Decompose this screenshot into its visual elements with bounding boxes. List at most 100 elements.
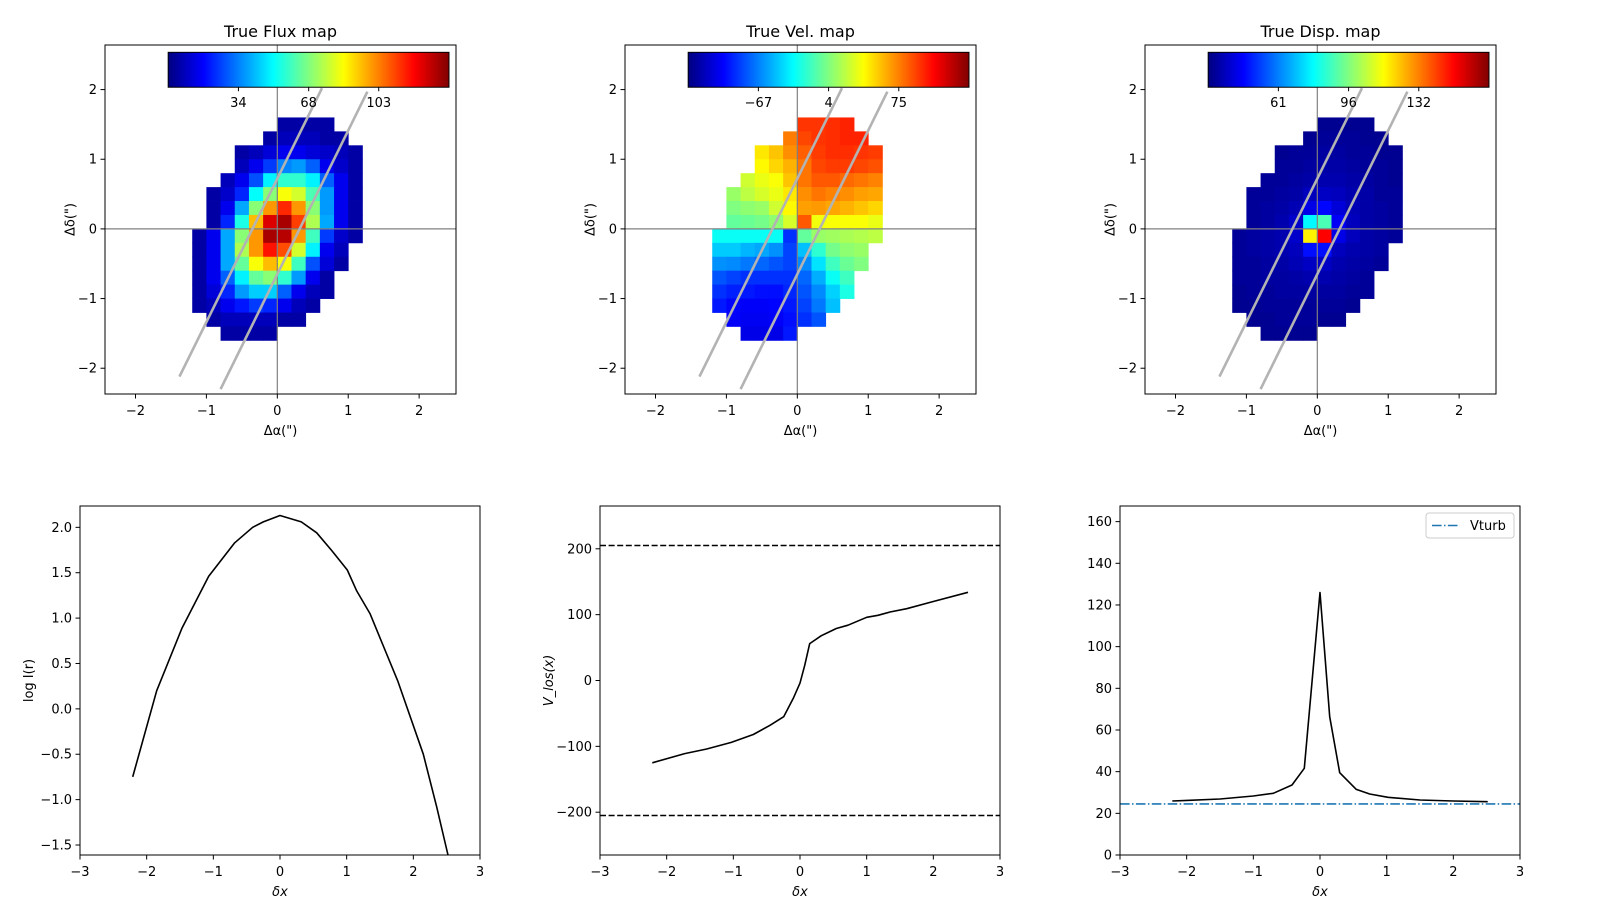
- heatmap-cell: [1317, 284, 1332, 299]
- heatmap-cell: [1274, 159, 1290, 174]
- heatmap-cell: [811, 201, 827, 216]
- heatmap-cell: [305, 214, 321, 230]
- heatmap-cell: [234, 201, 250, 216]
- colorbar-tick-label: 4: [824, 96, 832, 111]
- colorbar-tick-label: −67: [745, 96, 772, 111]
- heatmap-cell: [726, 214, 741, 230]
- y-tick-label: 200: [567, 542, 592, 557]
- heatmap-cell: [1246, 256, 1261, 272]
- heatmap-cell: [220, 312, 236, 327]
- y-tick-label: 80: [1095, 682, 1112, 697]
- heatmap-cell: [1345, 187, 1361, 202]
- x-tick-label: 0: [1316, 865, 1324, 880]
- plot-area: [131, 514, 449, 855]
- heatmap-cell: [291, 270, 307, 286]
- heatmap-cell: [854, 228, 869, 244]
- heatmap-cell: [305, 270, 321, 286]
- colorbar-tick-label: 68: [300, 96, 317, 111]
- heatmap-cell: [334, 214, 349, 230]
- axes-frame: [1119, 505, 1521, 856]
- y-tick-label: 1: [89, 153, 97, 168]
- heatmap-cell: [305, 187, 321, 202]
- x-tick-label: 3: [476, 865, 484, 880]
- heatmap-cell: [1331, 201, 1347, 216]
- heatmap-cell: [726, 242, 741, 258]
- heatmap-cell: [1331, 145, 1347, 160]
- heatmap-cell: [783, 326, 798, 341]
- heatmap-cell: [263, 228, 278, 244]
- heatmap-cell: [1288, 173, 1304, 188]
- heatmap-cell: [797, 270, 812, 286]
- x-tick-label: 0: [276, 865, 284, 880]
- heatmap-cell: [1260, 214, 1276, 230]
- heatmap-cell: [234, 173, 250, 188]
- heatmap-cell: [1331, 242, 1347, 258]
- panel-1: 34 68 103 −2 −1 0 1 2 −2 −1 0 1 2 True Flux map Δα(") Δ…: [64, 22, 457, 439]
- heatmap-cell: [1303, 256, 1318, 272]
- x-tick-label: 1: [343, 865, 351, 880]
- heatmap-cell: [712, 256, 727, 272]
- heatmap-cell: [291, 284, 307, 299]
- x-tick-label: −1: [1237, 404, 1256, 419]
- heatmap-cell: [248, 326, 264, 341]
- heatmap-cell: [768, 187, 784, 202]
- x-tick-label: −1: [717, 404, 736, 419]
- heatmap-cell: [319, 228, 335, 244]
- y-axis-label: V_los(x): [542, 655, 557, 707]
- heatmap-cell: [797, 131, 812, 146]
- heatmap-cell: [712, 242, 727, 258]
- heatmap-cell: [825, 159, 841, 174]
- heatmap-cell: [1317, 214, 1332, 230]
- panel-3: 61 96 132 −2 −1 0 1 2 −2 −1 0 1 2 True Disp. map Δα(")…: [1104, 22, 1497, 439]
- heatmap-cell: [1232, 284, 1247, 299]
- heatmap-cell: [854, 173, 869, 188]
- heatmap-cell: [263, 145, 278, 160]
- y-tick-label: −200: [556, 806, 592, 821]
- heatmap-cell: [1388, 145, 1403, 160]
- heatmap-cell: [206, 201, 221, 216]
- heatmap-cell: [1288, 187, 1304, 202]
- heatmap-cell: [825, 284, 841, 299]
- heatmap-cell: [811, 256, 827, 272]
- heatmap-cell: [319, 242, 335, 258]
- heatmap-cell: [768, 256, 784, 272]
- heatmap-cell: [1317, 131, 1332, 146]
- heatmap-cell: [1260, 173, 1276, 188]
- heatmap-cell: [263, 159, 278, 174]
- heatmap-cell: [825, 298, 841, 313]
- heatmap-cell: [1274, 187, 1290, 202]
- heatmap-cell: [334, 187, 349, 202]
- series-line: [1172, 591, 1488, 803]
- x-tick-label: −1: [1244, 865, 1263, 880]
- heatmap-cell: [712, 228, 727, 244]
- heatmap-cell: [740, 201, 756, 216]
- heatmap-cell: [839, 159, 855, 174]
- heatmap-cell: [740, 214, 756, 230]
- heatmap-cell: [768, 284, 784, 299]
- heatmap-cell: [868, 173, 883, 188]
- heatmap-cell: [1288, 242, 1304, 258]
- plot-area: [1145, 45, 1496, 394]
- heatmap-cell: [192, 242, 207, 258]
- y-tick-label: 0: [584, 674, 592, 689]
- heatmap-cell: [1388, 159, 1403, 174]
- heatmap-cell: [797, 284, 812, 299]
- heatmap-cell: [839, 187, 855, 202]
- heatmap-cell: [192, 256, 207, 272]
- heatmap-cell: [1288, 145, 1304, 160]
- colorbar-tick-label: 103: [366, 96, 391, 111]
- heatmap-cell: [1288, 256, 1304, 272]
- heatmap-cell: [277, 201, 292, 216]
- heatmap-cell: [291, 173, 307, 188]
- slit-line: [178, 87, 324, 378]
- heatmap-cell: [291, 242, 307, 258]
- heatmap-cell: [1359, 242, 1375, 258]
- y-tick-label: 40: [1095, 765, 1112, 780]
- colorbar-tick-label: 61: [1270, 96, 1287, 111]
- panel-2: −67 4 75 −2 −1 0 1 2 −2 −1 0 1 2 True Vel. map Δα(") Δδ…: [584, 22, 977, 439]
- heatmap-cell: [1260, 298, 1276, 313]
- x-tick-label: −1: [197, 404, 216, 419]
- heatmap-cell: [1274, 298, 1290, 313]
- heatmap-cell: [868, 187, 883, 202]
